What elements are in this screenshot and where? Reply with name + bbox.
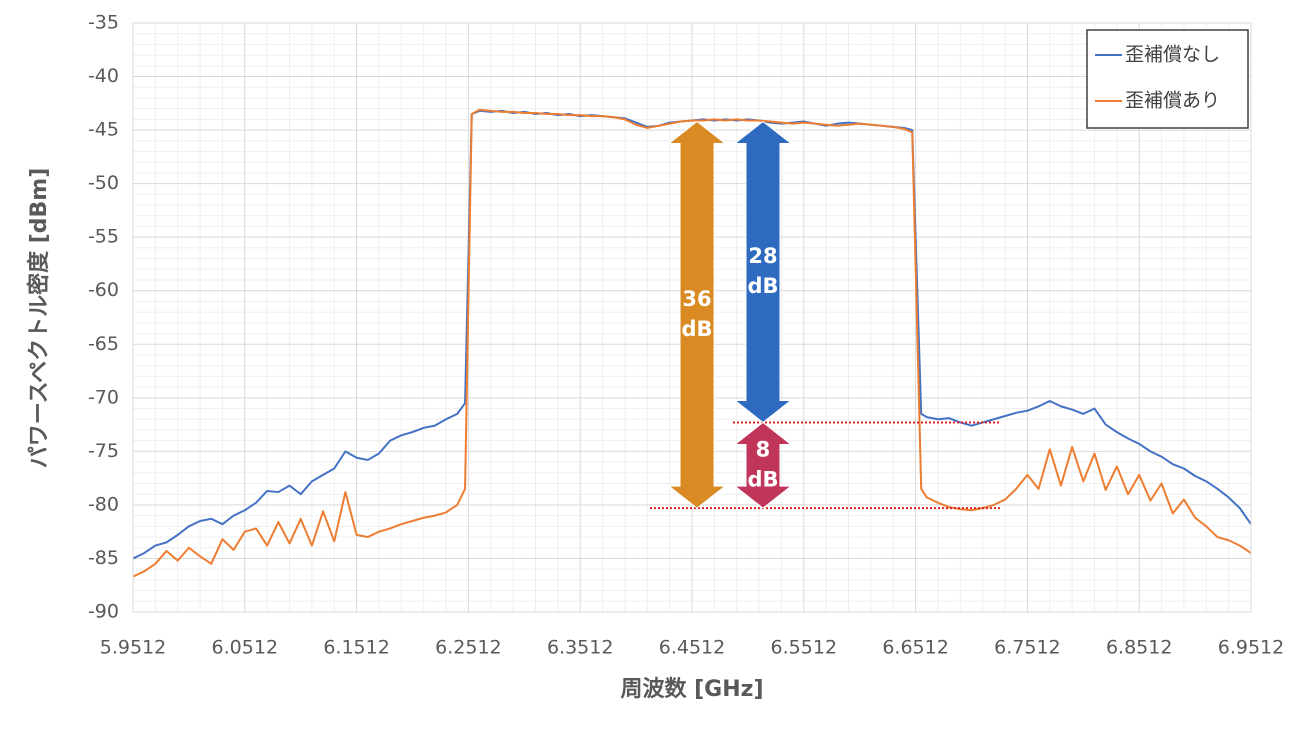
x-tick-label: 6.2512 (435, 637, 501, 659)
x-tick-label: 6.3512 (547, 637, 613, 659)
arrow-label: dB (747, 274, 778, 298)
legend-box (1086, 29, 1249, 129)
x-tick-label: 6.6512 (882, 637, 948, 659)
arrow-label: 28 (748, 244, 777, 268)
difference-arrow (667, 120, 727, 509)
x-tick-label: 5.9512 (100, 637, 166, 659)
y-tick-label: -40 (88, 65, 119, 87)
x-tick-label: 6.8512 (1106, 637, 1172, 659)
x-axis-title: 周波数 [GHz] (620, 676, 763, 702)
plot-border (132, 22, 1252, 613)
x-tick-label: 6.7512 (994, 637, 1060, 659)
x-tick-label: 6.1512 (323, 637, 389, 659)
y-tick-label: -75 (88, 440, 119, 462)
y-tick-label: -55 (88, 226, 119, 248)
arrow-label: dB (747, 467, 778, 491)
x-tick-label: 6.4512 (659, 637, 725, 659)
x-tick-label: 6.5512 (771, 637, 837, 659)
y-tick-label: -80 (88, 493, 119, 515)
x-tick-label: 6.9512 (1218, 637, 1284, 659)
y-tick-label: -60 (88, 279, 119, 301)
difference-arrow (733, 421, 793, 509)
y-tick-label: -90 (88, 601, 119, 623)
y-tick-label: -65 (88, 333, 119, 355)
arrow-label: 36 (682, 287, 711, 311)
y-tick-label: -35 (88, 12, 119, 34)
x-tick-label: 6.0512 (212, 637, 278, 659)
y-tick-label: -45 (88, 119, 119, 141)
series-line (132, 108, 1252, 578)
arrow-label: 8 (756, 437, 771, 461)
arrow-label: dB (682, 317, 713, 341)
y-tick-label: -70 (88, 386, 119, 408)
y-tick-label: -85 (88, 547, 119, 569)
legend-label: 歪補償あり (1125, 90, 1220, 112)
y-tick-label: -50 (88, 172, 119, 194)
y-axis-title: パワースペクトル密度 [dBm] (26, 168, 52, 469)
legend-label: 歪補償なし (1125, 44, 1220, 66)
